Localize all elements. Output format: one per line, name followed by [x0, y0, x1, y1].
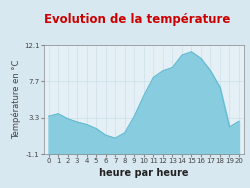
Y-axis label: Température en °C: Température en °C [12, 60, 21, 139]
Text: Evolution de la température: Evolution de la température [44, 13, 231, 26]
X-axis label: heure par heure: heure par heure [99, 168, 188, 178]
